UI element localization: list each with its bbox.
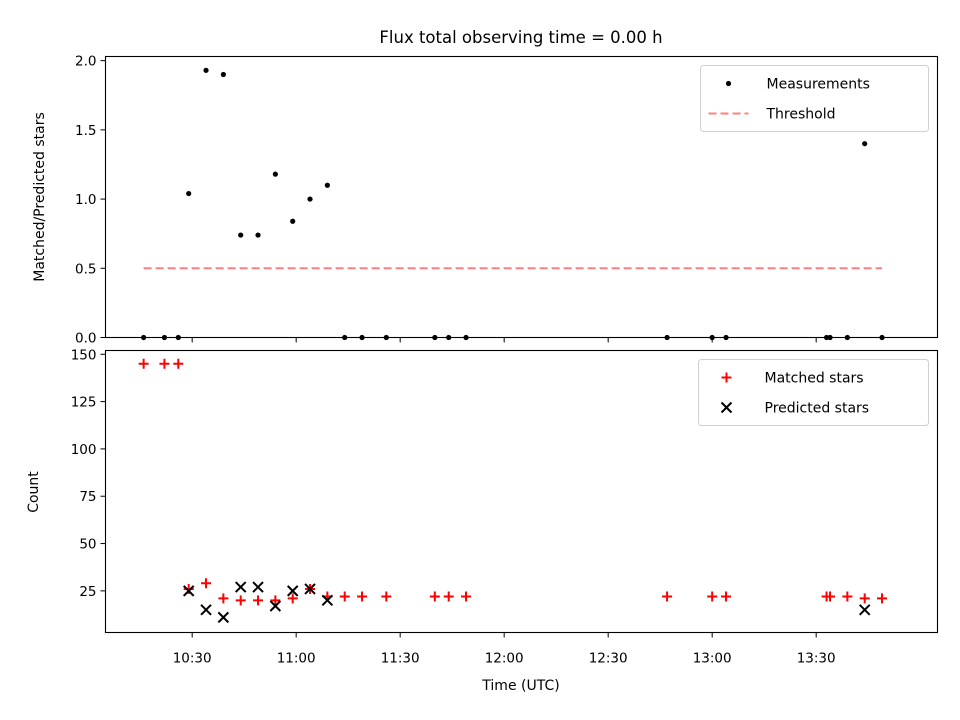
measurements-point — [238, 232, 244, 238]
legend-label: Predicted stars — [765, 401, 870, 417]
x-tick-label: 12:30 — [589, 651, 628, 667]
matched-stars-point — [201, 578, 212, 589]
y-tick-label: 50 — [79, 537, 96, 553]
legend-marker-swatch — [725, 80, 732, 87]
legend-box — [700, 65, 929, 132]
y-tick-label: 1.0 — [75, 192, 96, 208]
y-tick-label: 25 — [79, 584, 96, 600]
y-tick-label: 125 — [71, 395, 97, 411]
predicted-stars-point — [234, 581, 247, 593]
x-tick-label: 10:30 — [173, 651, 212, 667]
predicted-stars-point — [321, 594, 334, 607]
matched-stars-point — [707, 591, 718, 602]
x-tick-label: 12:00 — [485, 651, 524, 667]
matched-stars-point — [461, 591, 472, 602]
x-tick-label: 11:30 — [381, 651, 420, 667]
measurements-point — [290, 218, 296, 224]
measurements-point — [186, 190, 192, 197]
measurements-point — [324, 182, 330, 188]
y-tick-label: 75 — [79, 489, 96, 505]
y-tick-label: 1.5 — [75, 123, 96, 139]
predicted-stars-point — [217, 611, 230, 624]
legend-label: Matched stars — [765, 371, 864, 387]
y-tick-label: 0.0 — [75, 331, 96, 347]
measurements-point — [862, 141, 868, 147]
bottom-panel-frame — [104, 349, 939, 634]
matched-stars-point — [339, 591, 350, 602]
legend-label: Threshold — [766, 107, 836, 123]
measurements-point — [220, 71, 226, 78]
matched-stars-point — [138, 358, 149, 369]
bottom-panel: 25 50 75 100 125 150 10:30 11:00 11:30 12:00 12:30… — [26, 347, 939, 667]
matched-stars-point — [429, 591, 440, 602]
legend-marker-swatch — [721, 372, 732, 383]
predicted-stars-point — [269, 600, 282, 612]
y-tick-label: 2.0 — [75, 54, 96, 70]
predicted-stars-point — [252, 581, 264, 593]
x-axis-label: Time (UTC) — [481, 678, 559, 694]
measurements-point — [255, 232, 261, 238]
matched-stars-point — [842, 591, 853, 602]
top-y-axis-label: Matched/Predicted stars — [32, 112, 48, 282]
matched-stars-point — [253, 595, 264, 606]
predicted-stars-point — [286, 585, 299, 597]
matched-stars-point — [159, 358, 170, 369]
y-tick-label: 0.5 — [75, 261, 96, 277]
y-tick-label: 150 — [71, 347, 97, 363]
measurements-point — [203, 67, 209, 73]
chart-title: Flux total observing time = 0.00 h — [379, 28, 662, 47]
matched-stars-point — [877, 593, 888, 604]
legend-marker-swatch — [720, 401, 733, 414]
predicted-stars-point — [182, 585, 195, 597]
measurements-point — [307, 196, 313, 202]
matched-stars-point — [357, 591, 368, 602]
matched-stars-point — [662, 591, 673, 602]
matched-stars-point — [218, 593, 229, 604]
matched-stars-point — [825, 591, 836, 602]
predicted-stars-point — [858, 604, 871, 616]
predicted-stars-point — [304, 583, 316, 595]
matched-stars-point — [235, 595, 246, 606]
x-tick-label: 13:00 — [693, 651, 732, 667]
matched-stars-point — [381, 591, 392, 602]
matched-stars-point — [287, 593, 298, 604]
legend-label: Measurements — [767, 77, 870, 93]
matched-stars-point — [443, 591, 454, 602]
predicted-stars-point — [200, 604, 212, 616]
bottom-y-axis-label: Count — [26, 471, 42, 513]
matched-stars-point — [859, 593, 870, 604]
matched-stars-point — [183, 583, 194, 594]
x-tick-label: 11:00 — [277, 651, 316, 667]
top-panel: 0.00.51.01.52.0 Matched/Predicted stars … — [32, 54, 939, 347]
matched-stars-point — [270, 595, 281, 606]
matched-stars-point — [721, 591, 732, 602]
legend-box — [698, 359, 929, 426]
top-panel-frame — [104, 55, 939, 339]
y-tick-label: 100 — [71, 442, 97, 458]
matched-stars-point — [173, 358, 184, 369]
measurements-point — [272, 171, 278, 177]
x-tick-label: 13:30 — [797, 651, 836, 667]
